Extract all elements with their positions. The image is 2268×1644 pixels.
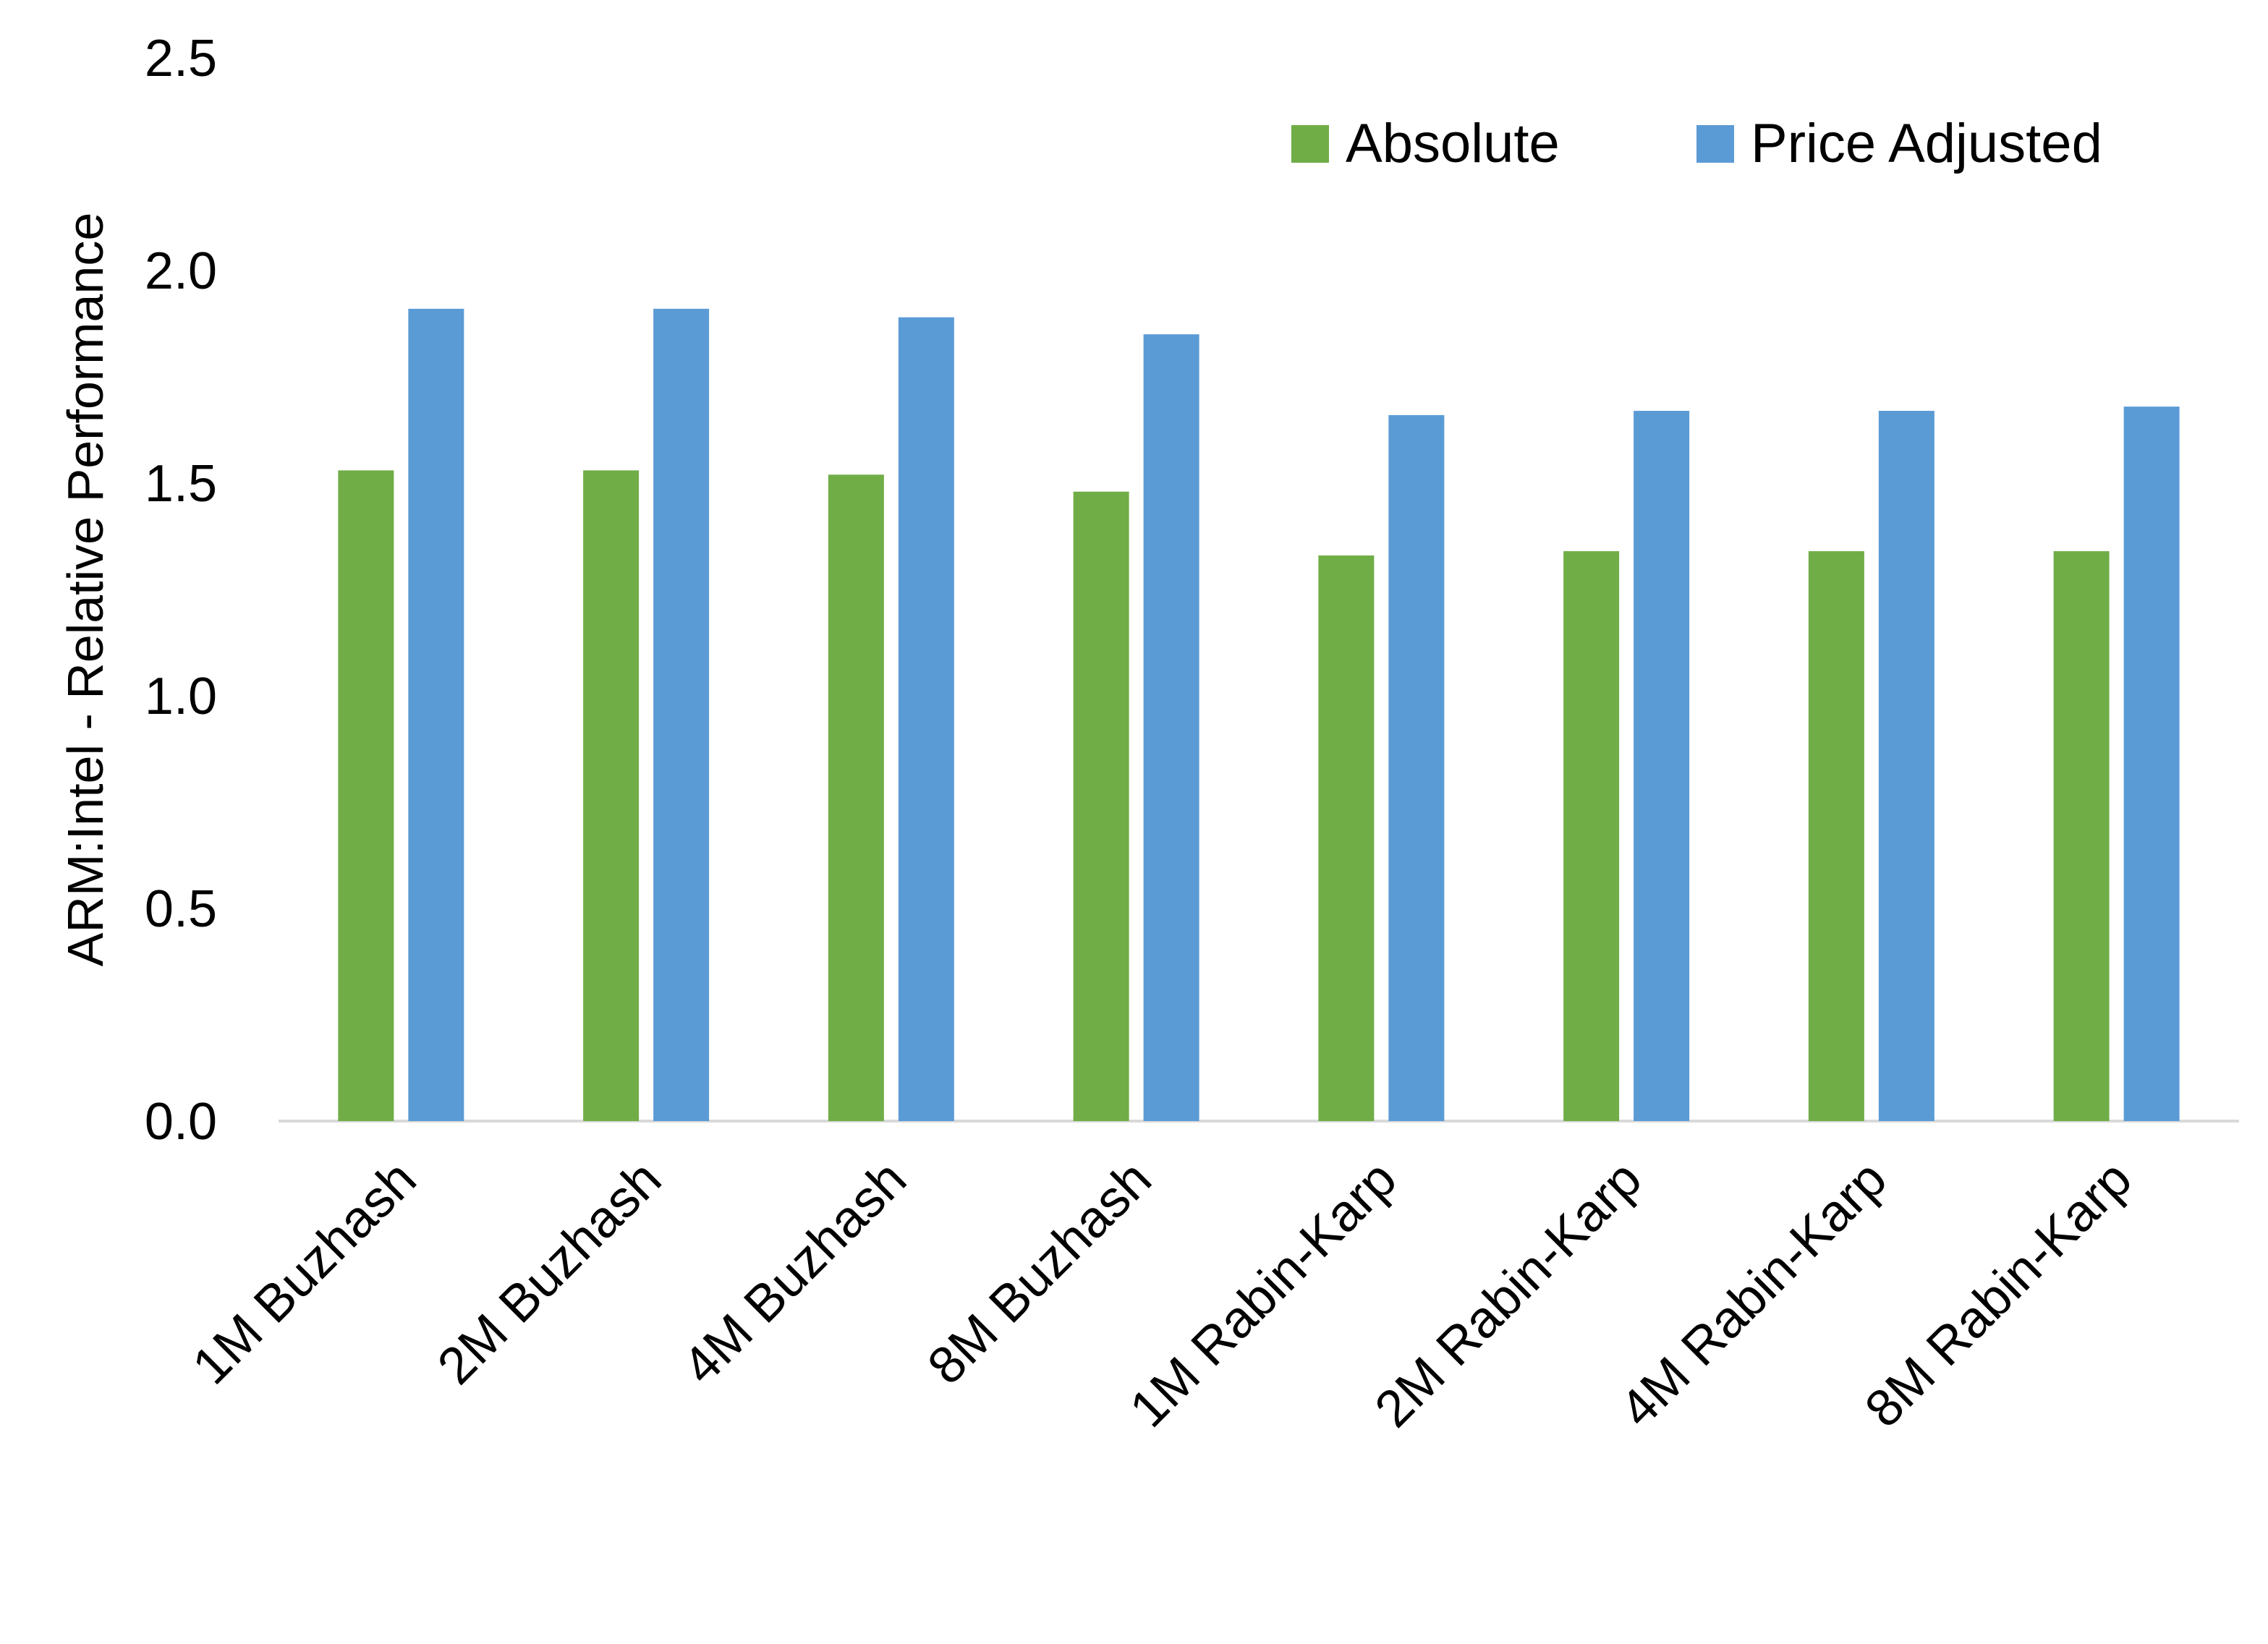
y-tick-label: 1.5 bbox=[145, 455, 217, 513]
bar-absolute bbox=[1073, 491, 1129, 1121]
y-axis-label: ARM:Intel - Relative Performance bbox=[57, 213, 114, 967]
legend-swatch bbox=[1291, 125, 1329, 163]
y-tick-label: 2.0 bbox=[145, 242, 217, 300]
legend-label: Price Adjusted bbox=[1751, 113, 2102, 174]
x-axis-labels: 1M Buzhash 2M Buzhash 4M Buzhash 8M Buzhash… bbox=[182, 1150, 2143, 1439]
y-tick-label: 0.5 bbox=[145, 880, 217, 938]
bar-absolute bbox=[1808, 551, 1864, 1121]
bars bbox=[338, 308, 2180, 1122]
bar-price-adjusted bbox=[2123, 406, 2180, 1121]
bar-price-adjusted bbox=[1143, 334, 1199, 1122]
x-tick-label: 2M Buzhash bbox=[427, 1150, 673, 1396]
legend: Absolute Price Adjusted bbox=[1291, 113, 2102, 174]
x-tick-label: 2M Rabin-Karp bbox=[1364, 1150, 1652, 1439]
legend-label: Absolute bbox=[1346, 113, 1560, 174]
bar-absolute bbox=[338, 470, 394, 1121]
y-axis-ticks: 0.0 0.5 1.0 1.5 2.0 2.5 bbox=[145, 30, 217, 1151]
x-tick-label: 1M Buzhash bbox=[182, 1150, 428, 1396]
y-tick-label: 2.5 bbox=[145, 30, 217, 88]
legend-swatch bbox=[1696, 125, 1734, 163]
bar-absolute bbox=[828, 474, 884, 1121]
x-tick-label: 4M Buzhash bbox=[672, 1150, 918, 1396]
x-tick-label: 4M Rabin-Karp bbox=[1609, 1150, 1898, 1439]
x-tick-label: 1M Rabin-Karp bbox=[1119, 1150, 1408, 1439]
bar-price-adjusted bbox=[653, 308, 710, 1121]
y-tick-label: 0.0 bbox=[145, 1093, 217, 1151]
x-tick-label: 8M Buzhash bbox=[917, 1150, 1163, 1396]
bar-absolute bbox=[583, 470, 640, 1121]
bar-price-adjusted bbox=[408, 308, 464, 1121]
x-tick-label: 8M Rabin-Karp bbox=[1854, 1150, 2143, 1439]
bar-price-adjusted bbox=[898, 317, 954, 1122]
bar-price-adjusted bbox=[1634, 411, 1690, 1121]
bar-absolute bbox=[2053, 551, 2110, 1121]
bar-price-adjusted bbox=[1878, 411, 1934, 1121]
bar-price-adjusted bbox=[1388, 414, 1445, 1121]
bar-absolute bbox=[1563, 551, 1620, 1121]
bar-absolute bbox=[1318, 555, 1375, 1121]
y-tick-label: 1.0 bbox=[145, 668, 217, 725]
